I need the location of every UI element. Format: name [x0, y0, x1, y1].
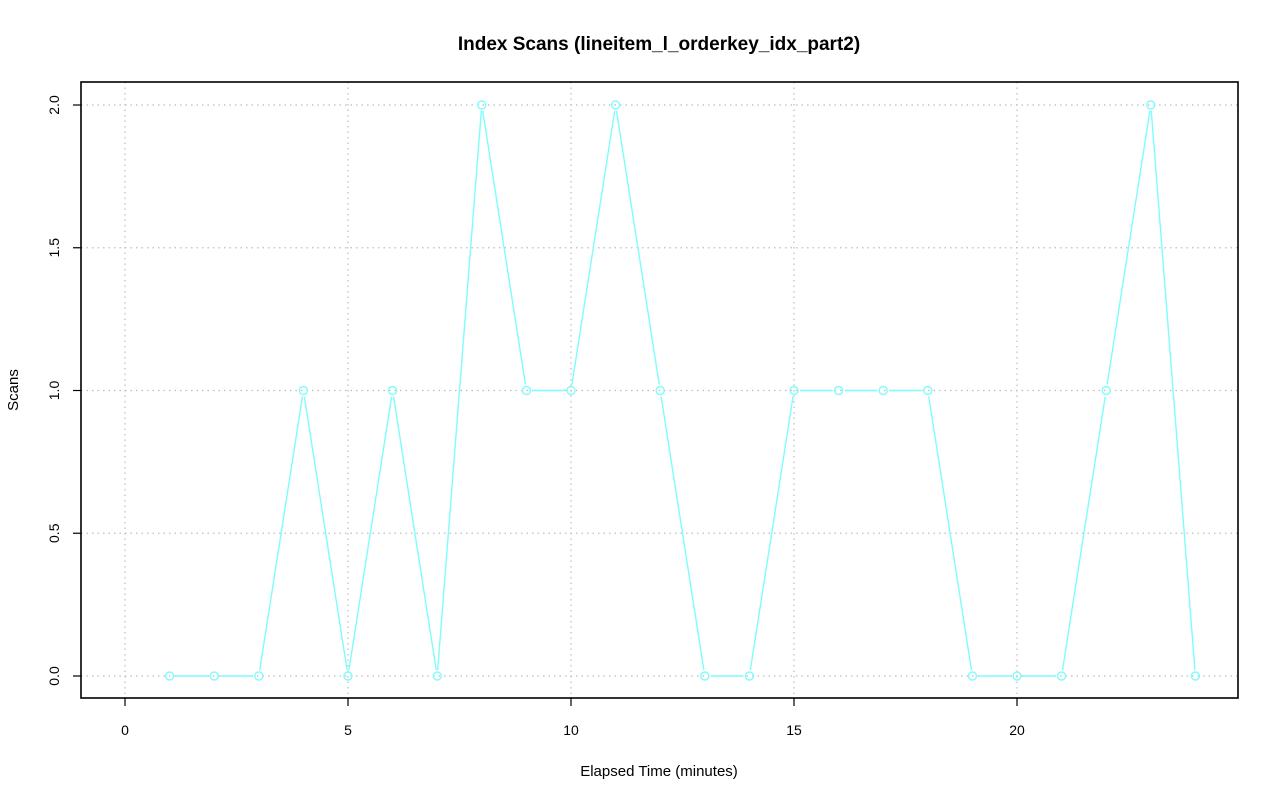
chart-title: Index Scans (lineitem_l_orderkey_idx_par… [458, 34, 860, 55]
data-point [298, 385, 309, 396]
data-point [1101, 385, 1111, 396]
x-axis: 0 5 10 15 20 [121, 698, 1025, 738]
x-axis-label: Elapsed Time (minutes) [580, 763, 738, 780]
x-tick-label: 10 [563, 722, 579, 738]
series-line-segment [1061, 396, 1106, 671]
data-point [789, 385, 799, 396]
data-point [1056, 671, 1067, 681]
data-point [164, 671, 175, 681]
data-point [744, 671, 755, 681]
series-line-segment [928, 396, 973, 671]
series-line-segment [660, 396, 705, 671]
data-point [610, 100, 621, 110]
series-line-segment [303, 396, 348, 671]
y-axis: 0.0 0.5 1.0 1.5 2.0 [46, 95, 81, 686]
series-line-segment [615, 110, 660, 385]
series-line-segment [348, 396, 393, 671]
data-point [343, 671, 353, 681]
data-point [566, 385, 576, 396]
data-point [1190, 671, 1201, 681]
series-layer [164, 100, 1201, 681]
data-point [254, 671, 264, 681]
data-point [923, 385, 933, 396]
data-point [1012, 671, 1022, 681]
y-tick-label: 0.0 [46, 666, 62, 686]
data-point [209, 671, 219, 681]
data-point [700, 671, 710, 681]
series-line-segment [259, 396, 304, 671]
y-tick-label: 2.0 [46, 95, 62, 115]
data-point [655, 385, 665, 396]
series-line-segment [436, 110, 483, 671]
data-point [878, 385, 888, 396]
x-tick-label: 0 [121, 722, 129, 738]
data-point [477, 100, 487, 110]
series-line-segment [1150, 110, 1196, 671]
y-tick-label: 1.5 [46, 238, 62, 258]
x-tick-label: 5 [344, 722, 352, 738]
data-point [387, 385, 398, 396]
y-tick-label: 0.5 [46, 523, 62, 543]
series-line-segment [571, 110, 616, 385]
series-line-segment [482, 110, 527, 385]
y-axis-label: Scans [5, 369, 22, 411]
data-point [1146, 100, 1156, 110]
series-line-segment [749, 396, 794, 671]
y-tick-label: 1.0 [46, 381, 62, 401]
data-point [967, 671, 978, 681]
x-tick-label: 20 [1009, 722, 1025, 738]
data-point [432, 671, 442, 681]
series-line-segment [1106, 110, 1151, 385]
data-point [521, 385, 532, 396]
grid [81, 82, 1238, 698]
series-line-segment [392, 396, 437, 671]
data-point [833, 385, 844, 396]
x-tick-label: 15 [786, 722, 802, 738]
